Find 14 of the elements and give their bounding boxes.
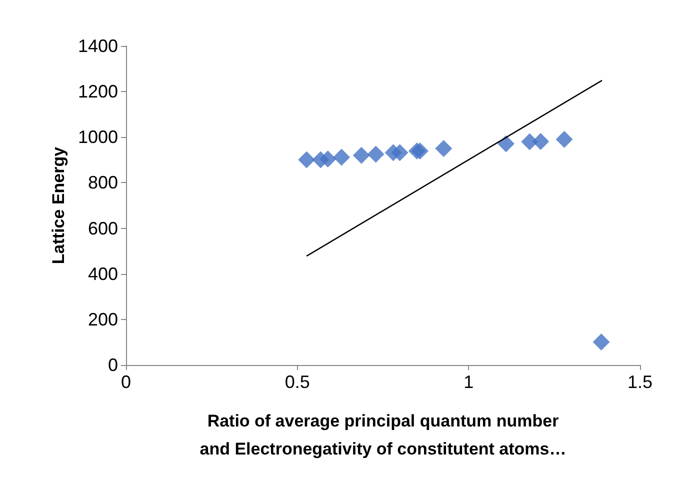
y-tick-label: 1400 <box>78 36 118 56</box>
x-tick-label: 0 <box>120 372 132 392</box>
x-tick-label: 1 <box>464 372 474 392</box>
y-tick-label: 1200 <box>78 82 118 102</box>
y-tick-label: 200 <box>88 309 118 330</box>
y-tick-label: 1000 <box>78 127 118 148</box>
x-tick-label: 0.5 <box>284 372 310 392</box>
y-tick-label: 800 <box>88 172 118 193</box>
y-tick-label: 600 <box>88 218 118 238</box>
x-axis-title: Ratio of average principal quantum number and Electronegativity of constitutent atoms… <box>200 412 566 458</box>
y-tick-label: 0 <box>108 355 118 375</box>
y-tick-label: 400 <box>88 264 118 284</box>
y-axis-title: Lattice Energy <box>49 146 68 264</box>
x-tick-label: 1.5 <box>627 372 653 392</box>
